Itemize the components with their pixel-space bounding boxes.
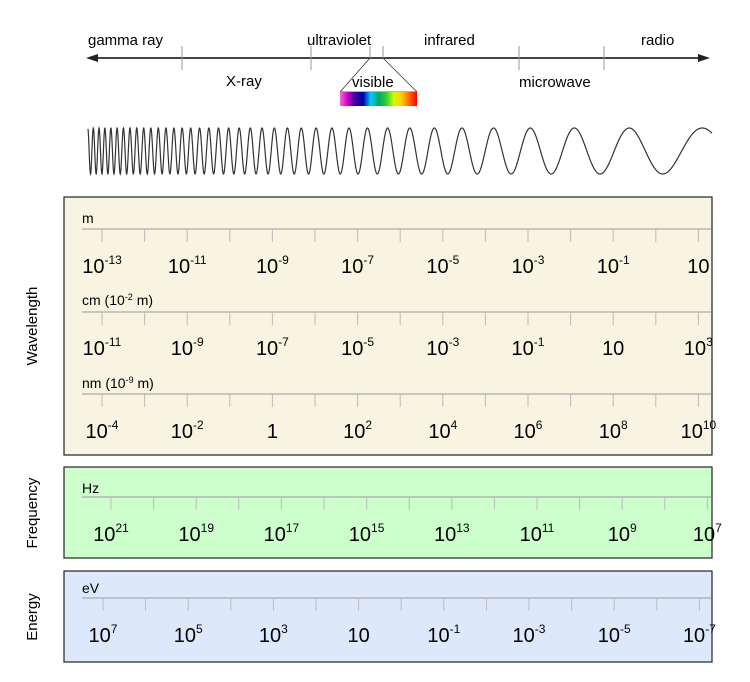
- tick-label: 1: [267, 421, 278, 443]
- tick-label: 10-11: [83, 335, 122, 360]
- wavelength-scale-cm: cm (10-2 m) 10-11 10-9 10-7 10-5 10-3 10-1 10 10…: [82, 292, 713, 360]
- band-visible: visible: [352, 74, 394, 91]
- band-microwave: microwave: [519, 74, 591, 91]
- tick-label: 108: [599, 418, 628, 443]
- tick-label: 10-1: [597, 253, 630, 278]
- energy-label: Energy: [24, 593, 41, 641]
- tick-label: 10-5: [598, 622, 631, 647]
- frequency-scale: Hz 1021 1019 1017 1015 1013 1011 109 107: [82, 480, 722, 546]
- band-x-ray: X-ray: [226, 73, 262, 90]
- tick-label: 104: [428, 418, 457, 443]
- arrow-left-icon: [86, 54, 98, 62]
- tick-label: 103: [684, 335, 713, 360]
- band-gamma-ray: gamma ray: [88, 32, 164, 49]
- tick-label: 107: [693, 521, 722, 546]
- tick-label: 10: [347, 625, 369, 647]
- wavelength-scale-nm: nm (10-9 m) 10-4 10-2 1 102 104 106 108 1010: [82, 375, 717, 443]
- tick-label: 109: [608, 521, 637, 546]
- tick-label: 107: [89, 622, 118, 647]
- unit-label: nm (10-9 m): [82, 375, 154, 391]
- tick-label: 106: [514, 418, 543, 443]
- tick-label: 102: [343, 418, 372, 443]
- tick-label: 10-7: [256, 335, 289, 360]
- wavelength-scale-m: m 10-13 10-11 10-9 10-7 10-5 10-3 10-1 10: [82, 210, 711, 278]
- unit-label: m: [82, 210, 94, 226]
- unit-label: eV: [82, 580, 100, 596]
- energy-panel: [63, 570, 713, 663]
- band-ultraviolet: ultraviolet: [307, 32, 372, 49]
- tick-label: 10-2: [171, 418, 204, 443]
- wavelength-panel: [63, 196, 713, 456]
- tick-label: 10-1: [427, 622, 460, 647]
- tick-label: 10-3: [512, 253, 545, 278]
- arrow-right-icon: [698, 54, 710, 62]
- tick-label: 10-11: [168, 253, 207, 278]
- tick-label: 10-3: [513, 622, 546, 647]
- energy-scale: eV 107 105 103 10 10-1 10-3 10-5 10-7: [82, 580, 716, 647]
- tick-label: 10-13: [82, 253, 122, 278]
- tick-label: 10-9: [256, 253, 289, 278]
- tick-label: 10-4: [86, 418, 119, 443]
- tick-label: 1015: [349, 521, 385, 546]
- tick-label: 10: [602, 338, 624, 360]
- tick-label: 10-1: [512, 335, 545, 360]
- visible-spectrum-bar: [340, 92, 417, 106]
- wavelength-label: Wavelength: [24, 287, 41, 366]
- wave-illustration: [87, 125, 713, 177]
- tick-label: 105: [174, 622, 203, 647]
- unit-label: Hz: [82, 480, 99, 496]
- tick-label: 10-7: [341, 253, 374, 278]
- tick-label: 10-5: [341, 335, 374, 360]
- tick-label: 10-5: [426, 253, 459, 278]
- tick-label: 1011: [520, 521, 555, 546]
- tick-label: 1013: [434, 521, 470, 546]
- tick-label: 10: [687, 256, 709, 278]
- tick-label: 10-7: [683, 622, 716, 647]
- tick-label: 103: [259, 622, 288, 647]
- band-radio: radio: [641, 32, 674, 49]
- tick-label: 10-3: [426, 335, 459, 360]
- tick-label: 1017: [264, 521, 300, 546]
- unit-label: cm (10-2 m): [82, 292, 153, 308]
- frequency-label: Frequency: [24, 477, 41, 548]
- tick-label: 1019: [178, 521, 214, 546]
- tick-label: 1021: [93, 521, 129, 546]
- band-axis: gamma ray ultraviolet infrared radio X-r…: [86, 32, 710, 106]
- tick-label: 10-9: [171, 335, 204, 360]
- tick-label: 1010: [681, 418, 717, 443]
- band-infrared: infrared: [424, 32, 475, 49]
- frequency-panel: [63, 466, 713, 559]
